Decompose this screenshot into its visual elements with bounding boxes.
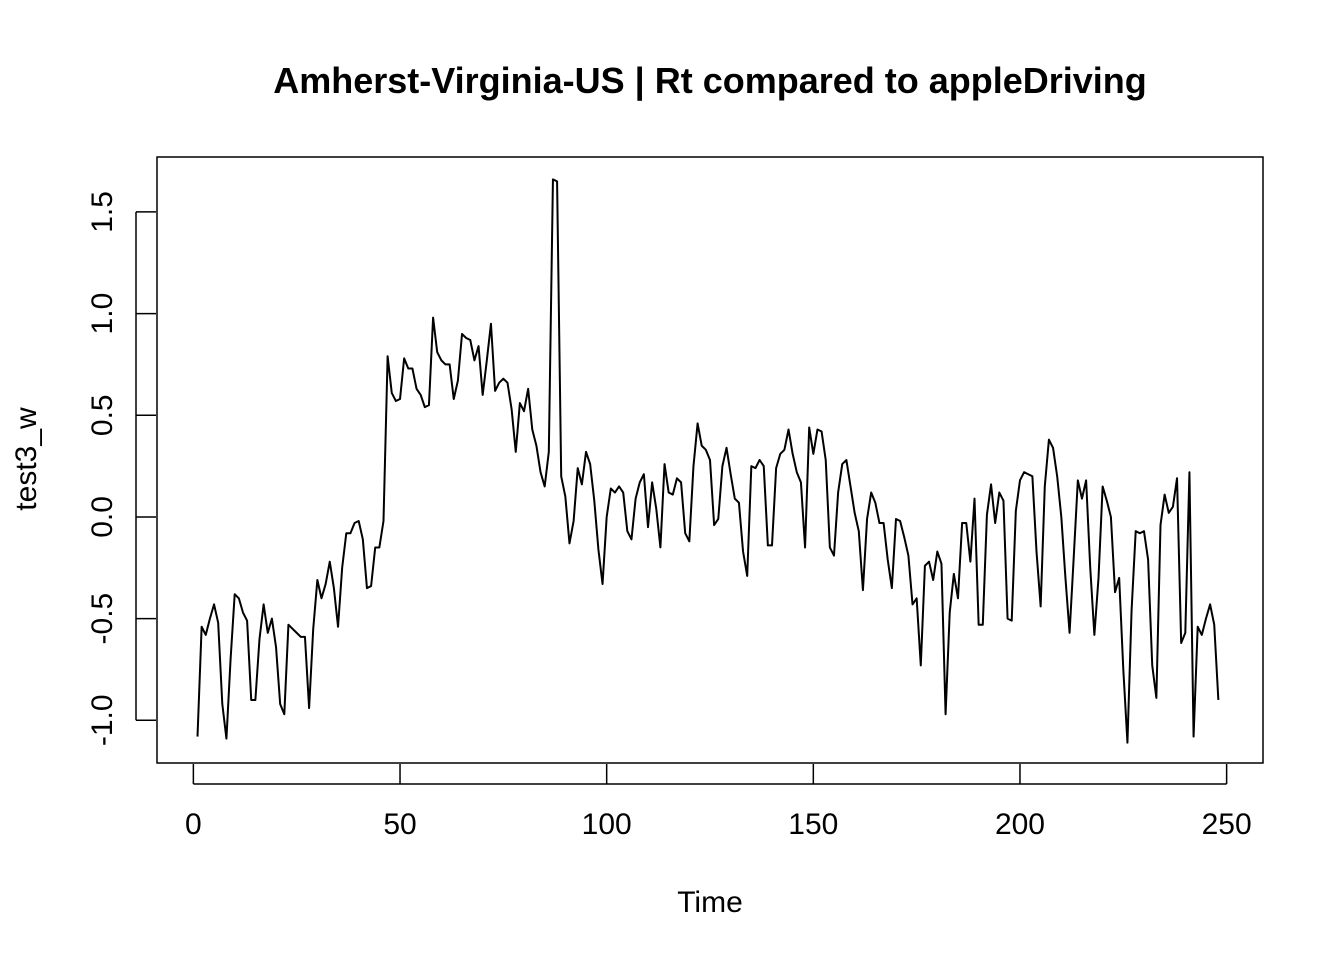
series-line-0 (196, 178, 1220, 744)
x-tick-label: 200 (995, 808, 1045, 841)
x-axis: 0 50 100 150 200 250 (185, 764, 1252, 841)
y-tick-label: 1.5 (86, 191, 119, 233)
x-tick-label: 0 (185, 808, 202, 841)
x-tick-label: 250 (1202, 808, 1252, 841)
x-tick-label: 100 (582, 808, 632, 841)
y-axis-title: test3_w (10, 407, 43, 511)
x-tick-label: 150 (788, 808, 838, 841)
plot-frame (156, 156, 1264, 764)
x-axis-title: Time (677, 886, 743, 919)
y-tick-label: 1.0 (86, 293, 119, 335)
x-tick-label: 50 (383, 808, 416, 841)
plot-area (196, 178, 1220, 744)
chart-title: Amherst-Virginia-US | Rt compared to app… (273, 60, 1147, 102)
y-tick-label: 0.0 (86, 496, 119, 538)
y-tick-label: 0.5 (86, 394, 119, 436)
y-tick-label: -1.0 (86, 694, 119, 746)
y-axis: -1.0 -0.5 0.0 0.5 1.0 1.5 (86, 191, 156, 746)
y-tick-label: -0.5 (86, 593, 119, 645)
